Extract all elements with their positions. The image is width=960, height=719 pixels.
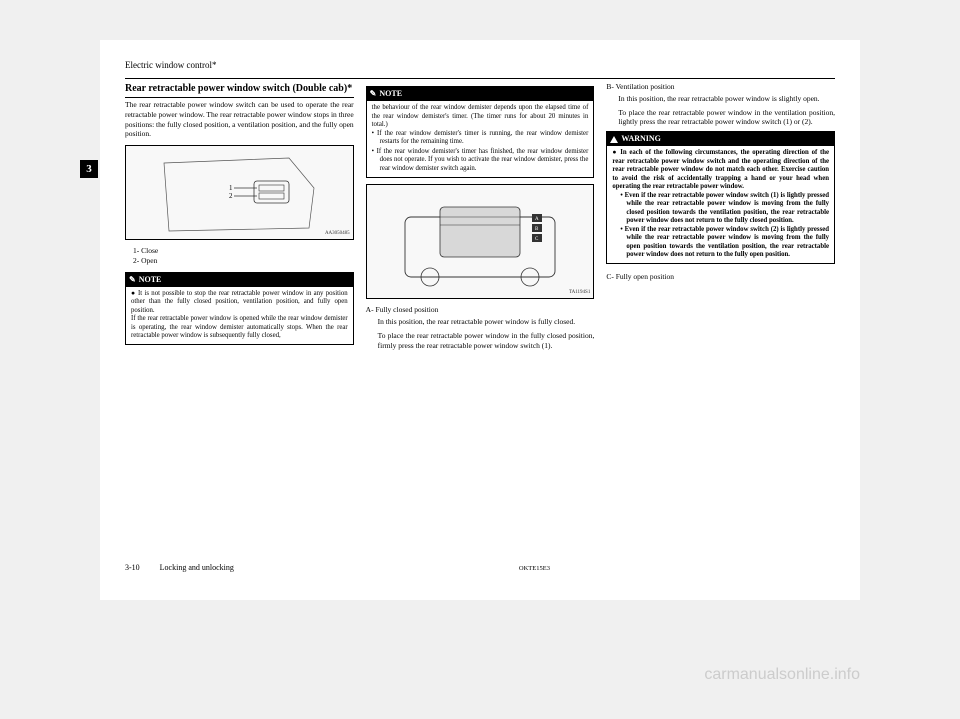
position-b-text-2: To place the rear retractable power wind… bbox=[606, 108, 835, 128]
position-a-label: A- Fully closed position bbox=[366, 305, 595, 315]
chapter-name: Locking and unlocking bbox=[160, 563, 234, 572]
position-b-label: B- Ventilation position bbox=[606, 82, 835, 92]
intro-paragraph: The rear retractable power window switch… bbox=[125, 100, 354, 139]
note-icon: ✎ bbox=[129, 275, 136, 285]
warning-header: WARNING bbox=[607, 132, 834, 146]
column-3: B- Ventilation position In this position… bbox=[606, 82, 835, 557]
diagram-code: AA3050485 bbox=[325, 231, 350, 238]
vehicle-diagram: A B C TA1194S1 bbox=[366, 184, 595, 299]
doc-code: OKTE15E3 bbox=[519, 565, 550, 572]
watermark: carmanualsonline.info bbox=[704, 666, 860, 684]
switch-legend: 1- Close 2- Open bbox=[133, 246, 354, 266]
column-2: ✎ NOTE the behaviour of the rear window … bbox=[366, 82, 595, 557]
warning-bullet-1: • Even if the rear retractable power win… bbox=[612, 192, 829, 226]
position-a-text-1: In this position, the rear retractable p… bbox=[366, 317, 595, 327]
warning-bullet-2: • Even if the rear retractable power win… bbox=[612, 226, 829, 260]
page-container: Electric window control* Rear retractabl… bbox=[100, 40, 860, 600]
note-box-1: ✎ NOTE ● It is not possible to stop the … bbox=[125, 272, 354, 345]
svg-text:A: A bbox=[535, 217, 539, 222]
note-title-2: NOTE bbox=[379, 89, 402, 99]
page-number: 3-10 bbox=[125, 563, 140, 572]
note-cont-bullet-1: • If the rear window demister's timer is… bbox=[372, 130, 589, 147]
running-header: Electric window control* bbox=[125, 60, 835, 70]
vehicle-illustration: A B C bbox=[390, 192, 570, 292]
warning-title: WARNING bbox=[621, 134, 661, 144]
switch-illustration: 1 2 bbox=[159, 153, 319, 233]
note-title: NOTE bbox=[139, 275, 162, 285]
warning-box: WARNING ● In each of the following circu… bbox=[606, 131, 835, 264]
column-1: Rear retractable power window switch (Do… bbox=[125, 82, 354, 557]
footer-left: 3-10 Locking and unlocking bbox=[125, 563, 234, 572]
header-rule bbox=[125, 78, 835, 79]
section-heading: Rear retractable power window switch (Do… bbox=[125, 82, 354, 98]
legend-open: 2- Open bbox=[133, 256, 354, 266]
note-body-2: the behaviour of the rear window demiste… bbox=[367, 101, 594, 177]
content-columns: Rear retractable power window switch (Do… bbox=[125, 82, 835, 557]
switch-diagram: 1 2 AA3050485 bbox=[125, 145, 354, 240]
warning-body: ● In each of the following circumstances… bbox=[607, 146, 834, 262]
svg-text:2: 2 bbox=[229, 192, 233, 200]
note-cont-intro: the behaviour of the rear window demiste… bbox=[372, 104, 589, 129]
position-a-text-2: To place the rear retractable power wind… bbox=[366, 331, 595, 351]
position-c-label: C- Fully open position bbox=[606, 272, 835, 282]
note-cont-bullet-2: • If the rear window demister's timer ha… bbox=[372, 148, 589, 173]
note-icon: ✎ bbox=[370, 89, 377, 99]
diagram-code-2: TA1194S1 bbox=[569, 290, 590, 297]
svg-text:1: 1 bbox=[229, 184, 233, 192]
note-body-1: ● It is not possible to stop the rear re… bbox=[126, 287, 353, 344]
position-b-text-1: In this position, the rear retractable p… bbox=[606, 94, 835, 104]
note-header: ✎ NOTE bbox=[126, 273, 353, 287]
note-header-2: ✎ NOTE bbox=[367, 87, 594, 101]
legend-close: 1- Close bbox=[133, 246, 354, 256]
warning-icon bbox=[610, 136, 618, 143]
note-box-2: ✎ NOTE the behaviour of the rear window … bbox=[366, 86, 595, 178]
page-footer: 3-10 Locking and unlocking OKTE15E3 bbox=[125, 563, 835, 572]
warning-intro: ● In each of the following circumstances… bbox=[612, 149, 829, 191]
chapter-tab: 3 bbox=[80, 160, 98, 178]
